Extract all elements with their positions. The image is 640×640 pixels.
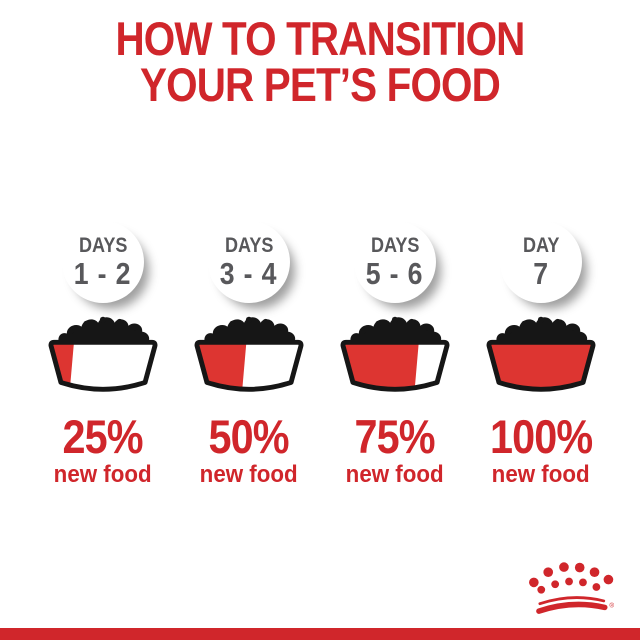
title-line-2: YOUR PET’S FOOD	[140, 58, 501, 111]
day-label: DAYS	[224, 234, 274, 257]
step-days-3-4: DAYS 3 - 4 50% new food	[176, 221, 322, 488]
step-days-1-2: DAYS 1 - 2 25% new food	[30, 221, 176, 488]
transition-steps-row: DAYS 1 - 2 25% new food DAYS 3 - 4	[0, 221, 640, 488]
pet-food-bowl-icon	[194, 316, 304, 392]
day-range: 3 - 4	[220, 256, 278, 291]
brand-footer-bar	[0, 628, 640, 640]
pet-food-bowl-icon	[48, 316, 158, 392]
new-food-caption: new food	[346, 461, 444, 488]
day-label: DAY	[522, 234, 560, 257]
step-day-7: DAY 7 100% new food	[468, 221, 614, 488]
day-badge: DAYS 3 - 4	[208, 221, 290, 303]
new-food-caption: new food	[200, 461, 298, 488]
day-range: 1 - 2	[74, 256, 132, 291]
registered-trademark: ®	[609, 601, 614, 609]
day-badge: DAYS 1 - 2	[62, 221, 144, 303]
new-food-caption: new food	[54, 461, 152, 488]
title-line-1: HOW TO TRANSITION	[115, 12, 525, 65]
percent-new-food: 50%	[208, 410, 290, 463]
day-range: 5 - 6	[366, 256, 424, 291]
percent-new-food: 75%	[354, 410, 436, 463]
new-food-caption: new food	[492, 461, 590, 488]
day-range: 7	[533, 256, 549, 291]
percent-new-food: 25%	[62, 410, 144, 463]
step-days-5-6: DAYS 5 - 6 75% new food	[322, 221, 468, 488]
pet-food-bowl-icon	[340, 316, 450, 392]
royal-canin-crown-logo: ®	[529, 562, 614, 614]
day-label: DAYS	[78, 234, 128, 257]
day-badge: DAY 7	[500, 221, 582, 303]
day-label: DAYS	[370, 234, 420, 257]
percent-new-food: 100%	[489, 410, 593, 463]
pet-food-bowl-icon	[486, 316, 596, 392]
day-badge: DAYS 5 - 6	[354, 221, 436, 303]
page-title: HOW TO TRANSITION YOUR PET’S FOOD	[0, 12, 640, 111]
